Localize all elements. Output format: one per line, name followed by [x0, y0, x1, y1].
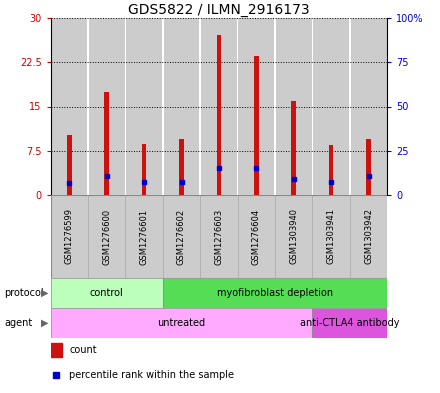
Bar [216, 35, 221, 195]
Bar [87, 18, 89, 195]
Bar [238, 18, 275, 195]
FancyBboxPatch shape [350, 195, 387, 278]
Text: GSM1276600: GSM1276600 [102, 208, 111, 264]
Bar [67, 135, 72, 195]
FancyBboxPatch shape [312, 308, 387, 338]
Text: ▶: ▶ [41, 318, 48, 328]
Bar [179, 139, 184, 195]
Bar [274, 18, 276, 195]
Bar [51, 18, 88, 195]
Text: agent: agent [4, 318, 33, 328]
FancyBboxPatch shape [125, 195, 163, 278]
Bar [275, 18, 312, 195]
Text: GSM1276601: GSM1276601 [139, 208, 149, 264]
Bar [329, 145, 334, 195]
FancyBboxPatch shape [163, 195, 200, 278]
Bar [51, 343, 62, 357]
FancyBboxPatch shape [163, 278, 387, 308]
Bar [291, 101, 296, 195]
Text: untreated: untreated [158, 318, 205, 328]
Text: count: count [69, 345, 97, 355]
Bar [350, 18, 387, 195]
Text: GSM1276603: GSM1276603 [214, 208, 224, 264]
Text: ▶: ▶ [41, 288, 48, 298]
Bar [162, 18, 164, 195]
Text: GSM1303940: GSM1303940 [289, 209, 298, 264]
Text: GSM1276602: GSM1276602 [177, 208, 186, 264]
Text: control: control [90, 288, 124, 298]
Title: GDS5822 / ILMN_2916173: GDS5822 / ILMN_2916173 [128, 3, 310, 17]
Bar [142, 144, 147, 195]
FancyBboxPatch shape [51, 308, 312, 338]
FancyBboxPatch shape [312, 195, 350, 278]
Bar [88, 18, 125, 195]
Text: GSM1303942: GSM1303942 [364, 209, 373, 264]
Text: GSM1276599: GSM1276599 [65, 209, 74, 264]
Bar [254, 56, 259, 195]
Text: GSM1276604: GSM1276604 [252, 208, 261, 264]
Bar [163, 18, 200, 195]
Bar [125, 18, 126, 195]
Bar [312, 18, 313, 195]
FancyBboxPatch shape [200, 195, 238, 278]
FancyBboxPatch shape [88, 195, 125, 278]
Bar [200, 18, 238, 195]
Text: anti-CTLA4 antibody: anti-CTLA4 antibody [300, 318, 400, 328]
Bar [312, 18, 350, 195]
FancyBboxPatch shape [275, 195, 312, 278]
Bar [125, 18, 163, 195]
Text: protocol: protocol [4, 288, 44, 298]
Text: percentile rank within the sample: percentile rank within the sample [69, 370, 234, 380]
Text: GSM1303941: GSM1303941 [326, 209, 336, 264]
Bar [366, 139, 371, 195]
Bar [199, 18, 201, 195]
Bar [349, 18, 351, 195]
Text: myofibroblast depletion: myofibroblast depletion [217, 288, 333, 298]
FancyBboxPatch shape [51, 278, 163, 308]
Bar [104, 92, 109, 195]
FancyBboxPatch shape [51, 195, 88, 278]
FancyBboxPatch shape [238, 195, 275, 278]
Bar [237, 18, 238, 195]
